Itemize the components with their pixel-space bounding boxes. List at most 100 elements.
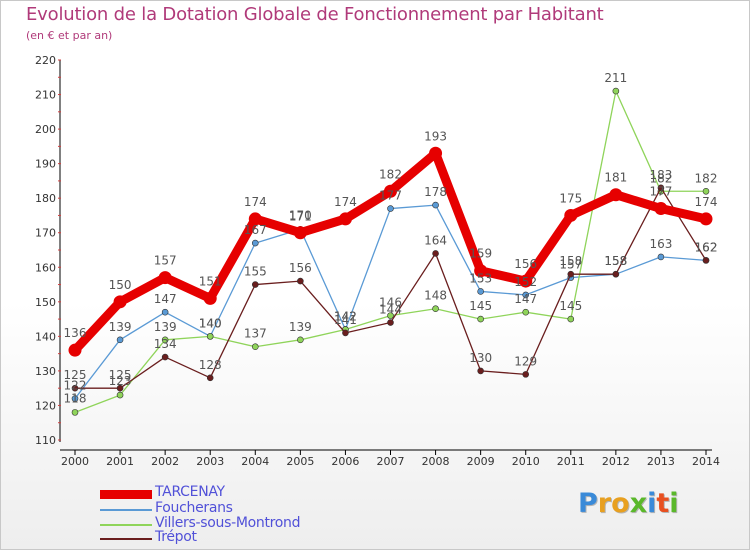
data-label: 193 <box>424 129 447 143</box>
data-label: 125 <box>109 368 132 382</box>
y-tick-label: 170 <box>35 227 56 240</box>
data-label: 155 <box>244 265 267 279</box>
data-point <box>161 308 169 316</box>
data-point <box>702 257 710 264</box>
data-point <box>338 212 352 226</box>
x-tick-label: 2005 <box>286 455 314 468</box>
legend-swatch <box>100 538 152 540</box>
data-label: 147 <box>154 292 177 306</box>
x-tick-label: 2001 <box>106 455 134 468</box>
logo-letter: o <box>611 488 630 519</box>
data-label: 177 <box>379 189 402 203</box>
data-point <box>161 353 169 361</box>
y-tick-label: 140 <box>35 330 56 343</box>
data-label: 182 <box>695 171 718 185</box>
x-tick-label: 2006 <box>331 455 359 468</box>
data-label: 142 <box>334 309 357 323</box>
data-point <box>519 274 533 288</box>
data-label: 142 <box>334 309 357 323</box>
data-label: 167 <box>244 223 267 237</box>
legend-label: TARCENAY <box>155 484 225 500</box>
x-tick-label: 2013 <box>647 455 675 468</box>
data-label: 164 <box>424 233 447 247</box>
data-point <box>206 333 214 340</box>
legend-swatch <box>100 490 152 499</box>
logo-letter: r <box>597 488 612 519</box>
data-label: 140 <box>199 316 222 330</box>
data-label: 158 <box>604 254 627 268</box>
logo-letter: i <box>647 488 657 519</box>
y-tick-label: 150 <box>35 296 56 309</box>
data-point <box>293 226 307 240</box>
logo-letter: i <box>669 488 679 519</box>
x-tick-label: 2000 <box>61 455 89 468</box>
data-label: 139 <box>289 320 312 334</box>
data-label: 175 <box>559 191 582 205</box>
data-label: 122 <box>64 379 87 393</box>
data-point <box>477 367 484 375</box>
data-label: 182 <box>379 167 402 181</box>
y-tick-label: 120 <box>35 399 56 412</box>
data-point <box>384 184 397 198</box>
data-point <box>657 184 665 192</box>
x-tick-label: 2002 <box>151 455 179 468</box>
y-tick-label: 160 <box>35 261 56 274</box>
data-label: 145 <box>559 299 582 313</box>
chart-subtitle: (en € et par an) <box>26 29 113 42</box>
data-label: 156 <box>289 261 312 275</box>
data-label: 141 <box>334 313 357 327</box>
x-tick-label: 2014 <box>692 455 720 468</box>
data-label: 140 <box>199 316 222 330</box>
data-point <box>609 188 623 202</box>
data-label: 153 <box>469 271 492 285</box>
data-point <box>251 343 259 351</box>
data-point <box>564 208 578 222</box>
data-point <box>71 384 79 392</box>
y-tick-label: 190 <box>35 158 56 171</box>
legend-label: Trépot <box>155 529 197 545</box>
data-point <box>206 374 214 382</box>
y-tick-label: 220 <box>35 54 56 67</box>
data-label: 211 <box>604 71 627 85</box>
data-label: 162 <box>695 240 718 254</box>
data-label: 144 <box>379 303 402 317</box>
proxiti-logo: Proxiti <box>578 488 679 519</box>
data-point <box>387 312 394 319</box>
data-point <box>432 250 439 257</box>
data-label: 158 <box>559 254 582 268</box>
y-tick-label: 110 <box>35 434 56 447</box>
legend-label: Villers-sous-Montrond <box>155 515 301 531</box>
data-label: 182 <box>649 171 672 185</box>
data-point <box>116 384 124 392</box>
data-point <box>699 212 713 226</box>
data-point <box>342 329 349 337</box>
data-label: 163 <box>649 237 672 251</box>
data-point <box>432 201 439 209</box>
data-label: 152 <box>514 275 537 289</box>
logo-letter: x <box>629 488 648 519</box>
data-label: 151 <box>199 274 222 288</box>
data-point <box>116 391 124 399</box>
data-point <box>297 277 304 285</box>
data-label: 174 <box>334 195 357 209</box>
data-point <box>477 288 484 295</box>
data-point <box>522 308 530 316</box>
data-label: 159 <box>469 247 492 261</box>
data-point <box>387 319 394 326</box>
y-tick-label: 210 <box>35 89 56 102</box>
data-label: 157 <box>154 254 177 268</box>
data-label: 118 <box>64 391 87 405</box>
data-point <box>158 271 172 285</box>
data-label: 147 <box>514 292 537 306</box>
legend-swatch <box>100 524 152 526</box>
logo-letter: P <box>578 488 598 519</box>
series-line-tr-pot <box>74 187 707 389</box>
data-label: 130 <box>469 351 492 365</box>
x-tick-label: 2012 <box>602 455 630 468</box>
data-label: 183 <box>649 168 672 182</box>
x-tick-label: 2011 <box>557 455 585 468</box>
x-tick-label: 2003 <box>196 455 224 468</box>
data-point <box>429 146 443 160</box>
data-point <box>654 202 668 216</box>
